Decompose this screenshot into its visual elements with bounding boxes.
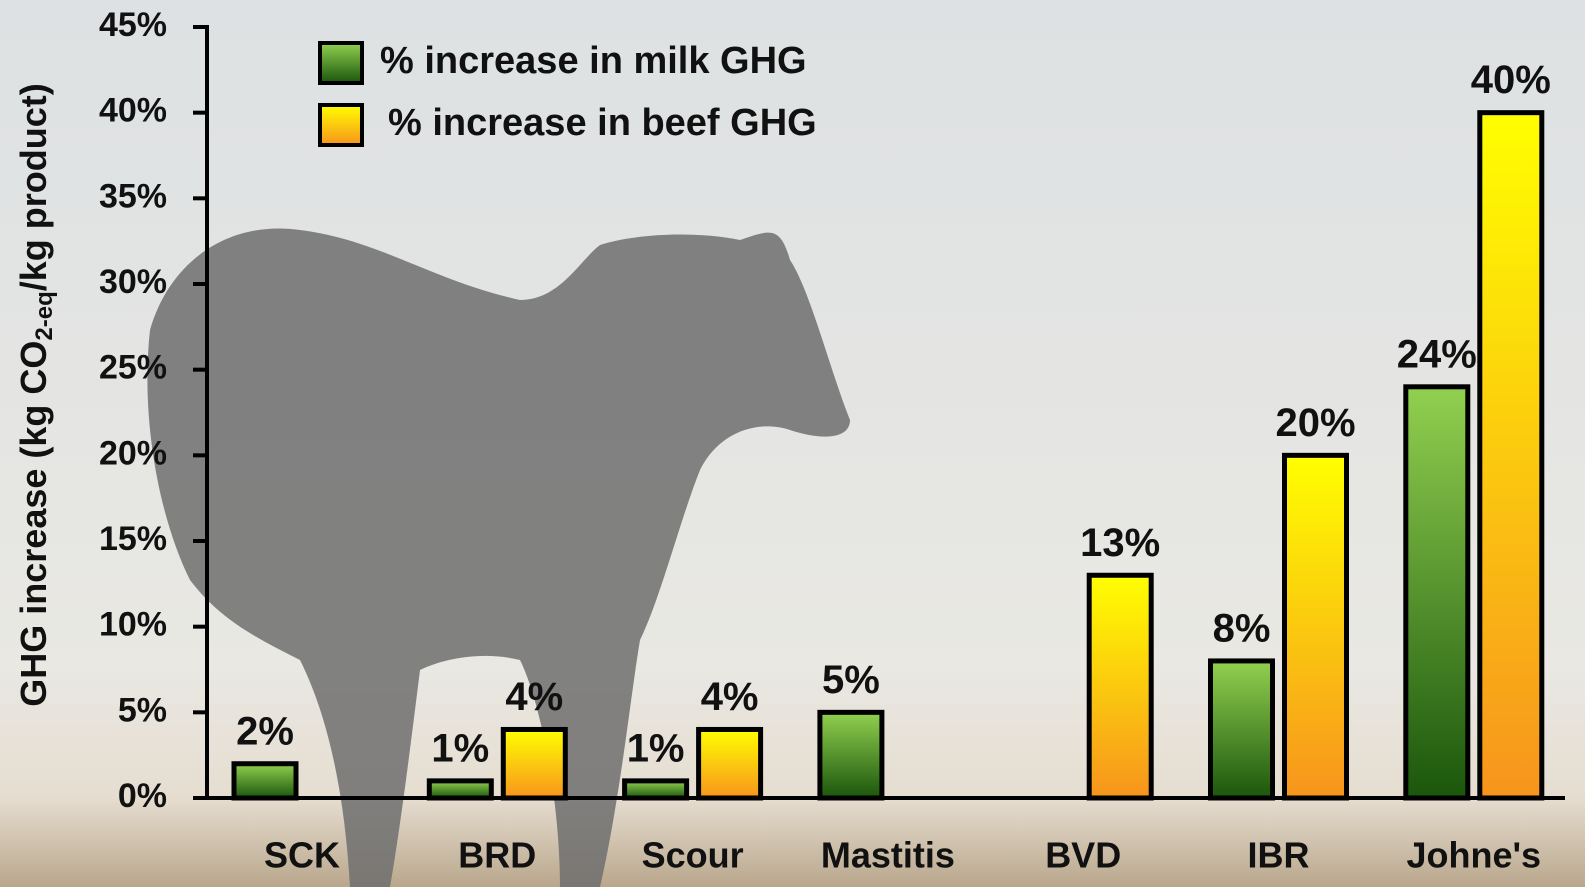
y-axis-label-part: /kg product): [13, 83, 54, 291]
x-tick-label: SCK: [264, 835, 340, 876]
value-label: 1%: [627, 726, 685, 770]
y-tick-label: 5%: [118, 691, 167, 729]
bar: [1086, 572, 1154, 801]
legend-swatch: [318, 41, 364, 85]
x-tick-label: Johne's: [1406, 835, 1541, 876]
bar: [1477, 110, 1545, 801]
x-tick-label: BVD: [1045, 835, 1121, 876]
bar: [426, 778, 494, 801]
y-tick-label: 20%: [99, 434, 167, 472]
y-tick-label: 30%: [99, 263, 167, 301]
x-tick-label: BRD: [458, 835, 536, 876]
bar: [622, 778, 690, 801]
legend-label: % increase in beef GHG: [388, 102, 817, 144]
legend-swatch: [318, 103, 364, 147]
legend-label: % increase in milk GHG: [380, 40, 807, 82]
value-label: 2%: [236, 709, 294, 753]
bar: [1282, 452, 1349, 801]
y-tick-label: 15%: [99, 520, 167, 558]
value-label: 13%: [1080, 521, 1160, 565]
y-axis-label-sub: 2-eq: [31, 291, 58, 340]
x-tick-label: IBR: [1248, 835, 1310, 876]
value-label: 24%: [1397, 332, 1477, 376]
value-label: 1%: [431, 726, 489, 770]
x-tick-label: Mastitis: [821, 835, 955, 876]
bar: [817, 709, 885, 801]
bar: [1208, 658, 1275, 801]
value-label: 5%: [822, 658, 880, 702]
y-tick-label: 10%: [99, 606, 167, 644]
y-tick-label: 0%: [118, 777, 167, 815]
bar: [696, 726, 764, 801]
value-label: 20%: [1275, 401, 1355, 445]
value-label: 4%: [701, 675, 759, 719]
y-tick-label: 35%: [99, 177, 167, 215]
value-label: 8%: [1213, 606, 1271, 650]
bar: [500, 726, 568, 801]
bar: [231, 761, 299, 801]
y-axis-label: GHG increase (kg CO2-eq/kg product): [13, 83, 59, 706]
y-axis-label-part: GHG increase (kg CO: [13, 341, 54, 707]
value-label: 40%: [1471, 58, 1551, 102]
y-tick-label: 45%: [99, 6, 167, 44]
value-label: 4%: [505, 675, 563, 719]
y-tick-label: 40%: [99, 92, 167, 130]
y-tick-label: 25%: [99, 349, 167, 387]
x-tick-label: Scour: [642, 835, 744, 876]
bar: [1403, 384, 1471, 801]
cow-silhouette: [147, 228, 851, 887]
